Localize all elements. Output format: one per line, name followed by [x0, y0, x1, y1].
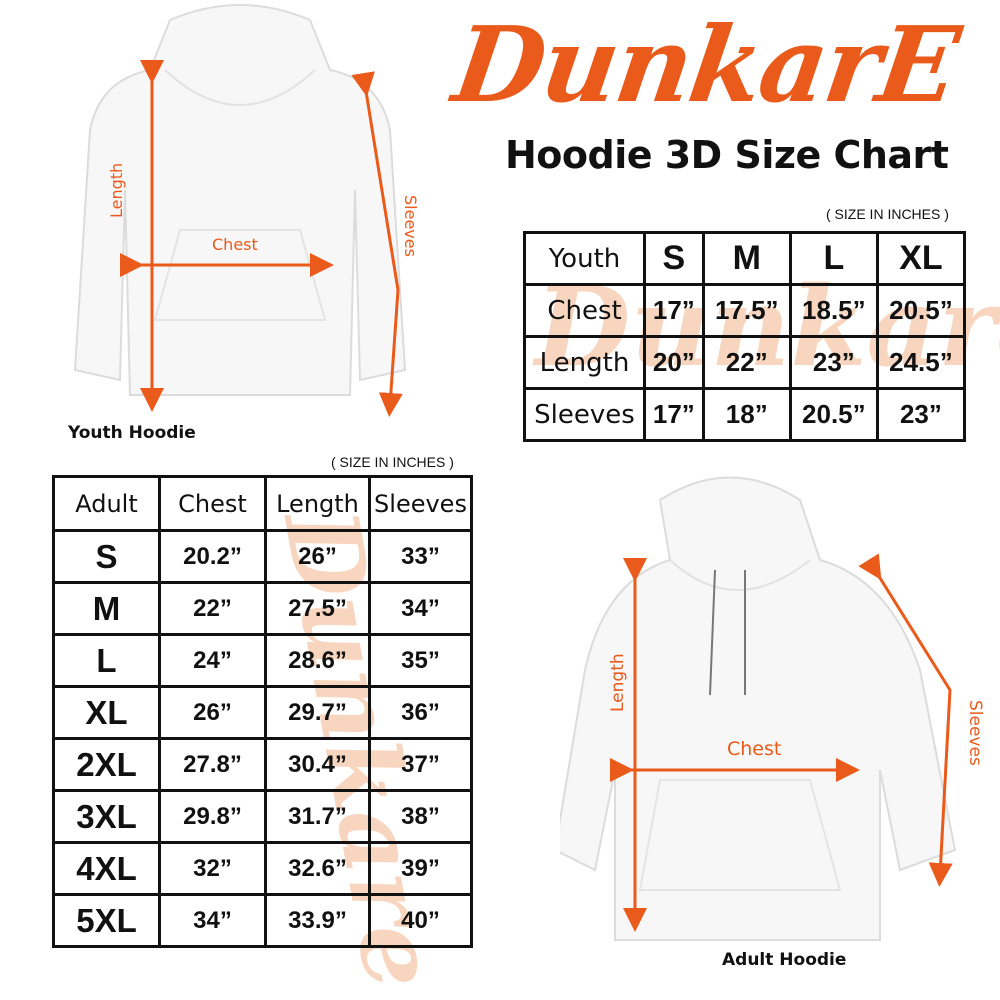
- table-row-label: Length: [523, 335, 646, 390]
- adult-hoodie-image: [560, 476, 957, 941]
- youth-chest-label: Chest: [212, 235, 258, 254]
- table-row-label: XL: [52, 685, 161, 740]
- table-cell: 17.5”: [701, 283, 792, 338]
- table-row: 3XL 29.8” 31.7” 38”: [52, 789, 473, 844]
- table-row-label: Chest: [523, 283, 646, 338]
- table-header-cell: M: [701, 231, 792, 286]
- table-row: M 22” 27.5” 34”: [52, 581, 473, 636]
- adult-chest-label: Chest: [727, 738, 782, 760]
- table-row: Adult Chest Length Sleeves: [52, 475, 473, 532]
- table-cell: 39”: [368, 841, 473, 896]
- table-header-cell: Length: [264, 475, 371, 532]
- table-cell: 18.5”: [788, 283, 879, 338]
- table-cell: 24”: [158, 633, 267, 688]
- adult-size-table: Adult Chest Length Sleeves S 20.2” 26” 33” M…: [52, 475, 473, 948]
- table-row-label: Sleeves: [523, 387, 646, 442]
- table-header-cell: Chest: [158, 475, 267, 532]
- table-cell: 26”: [264, 529, 371, 584]
- table-row: Sleeves 17” 18” 20.5” 23”: [523, 387, 967, 442]
- table-cell: 26”: [158, 685, 267, 740]
- table-cell: 29.8”: [158, 789, 267, 844]
- table-cell: 35”: [368, 633, 473, 688]
- table-cell: 23”: [875, 387, 967, 442]
- table-cell: 27.8”: [158, 737, 267, 792]
- table-cell: 31.7”: [264, 789, 371, 844]
- table-cell: 34”: [158, 893, 267, 948]
- table-header-cell: L: [788, 231, 879, 286]
- table-row-label: 2XL: [52, 737, 161, 792]
- youth-units-note: ( SIZE IN INCHES ): [826, 206, 949, 222]
- table-row: S 20.2” 26” 33”: [52, 529, 473, 584]
- table-cell: 22”: [701, 335, 792, 390]
- table-row-label: L: [52, 633, 161, 688]
- youth-hoodie-image: [73, 4, 407, 417]
- table-cell: 34”: [368, 581, 473, 636]
- table-row: 5XL 34” 33.9” 40”: [52, 893, 473, 948]
- adult-units-note: ( SIZE IN INCHES ): [331, 454, 454, 470]
- youth-hoodie-caption: Youth Hoodie: [68, 423, 196, 443]
- table-cell: 36”: [368, 685, 473, 740]
- table-header-cell: Youth: [523, 231, 646, 286]
- table-cell: 18”: [701, 387, 792, 442]
- youth-length-label: Length: [107, 162, 126, 218]
- adult-length-label: Length: [608, 653, 628, 712]
- table-cell: 29.7”: [264, 685, 371, 740]
- table-row-label: 4XL: [52, 841, 161, 896]
- table-cell: 32.6”: [264, 841, 371, 896]
- table-header-cell: S: [643, 231, 705, 286]
- table-row: 4XL 32” 32.6” 39”: [52, 841, 473, 896]
- table-cell: 37”: [368, 737, 473, 792]
- table-row-label: S: [52, 529, 161, 584]
- table-cell: 23”: [788, 335, 879, 390]
- table-row: Chest 17” 17.5” 18.5” 20.5”: [523, 283, 967, 338]
- brand-logo: DunkarE: [446, 0, 995, 130]
- table-header-cell: Adult: [52, 475, 161, 532]
- table-cell: 17”: [643, 283, 705, 338]
- table-cell: 28.6”: [264, 633, 371, 688]
- page-title: Hoodie 3D Size Chart: [505, 133, 949, 177]
- table-row-label: M: [52, 581, 161, 636]
- table-cell: 38”: [368, 789, 473, 844]
- table-header-cell: Sleeves: [368, 475, 473, 532]
- table-row: Length 20” 22” 23” 24.5”: [523, 335, 967, 390]
- table-cell: 20”: [643, 335, 705, 390]
- table-row-label: 3XL: [52, 789, 161, 844]
- table-cell: 30.4”: [264, 737, 371, 792]
- table-cell: 22”: [158, 581, 267, 636]
- table-cell: 33.9”: [264, 893, 371, 948]
- table-row: XL 26” 29.7” 36”: [52, 685, 473, 740]
- table-cell: 20.5”: [788, 387, 879, 442]
- table-cell: 40”: [368, 893, 473, 948]
- brand-logo-text: DunkarE: [446, 3, 965, 126]
- table-row: 2XL 27.8” 30.4” 37”: [52, 737, 473, 792]
- table-row-label: 5XL: [52, 893, 161, 948]
- adult-sleeves-label: Sleeves: [965, 700, 985, 766]
- table-cell: 27.5”: [264, 581, 371, 636]
- youth-size-table: Youth S M L XL Chest 17” 17.5” 18.5” 20.…: [523, 231, 967, 442]
- table-cell: 32”: [158, 841, 267, 896]
- table-cell: 20.5”: [875, 283, 967, 338]
- table-cell: 33”: [368, 529, 473, 584]
- table-row: L 24” 28.6” 35”: [52, 633, 473, 688]
- table-cell: 20.2”: [158, 529, 267, 584]
- table-header-cell: XL: [875, 231, 967, 286]
- table-cell: 17”: [643, 387, 705, 442]
- adult-hoodie-caption: Adult Hoodie: [722, 950, 847, 970]
- table-cell: 24.5”: [875, 335, 967, 390]
- table-row: Youth S M L XL: [523, 231, 967, 286]
- youth-sleeves-label: Sleeves: [401, 195, 420, 257]
